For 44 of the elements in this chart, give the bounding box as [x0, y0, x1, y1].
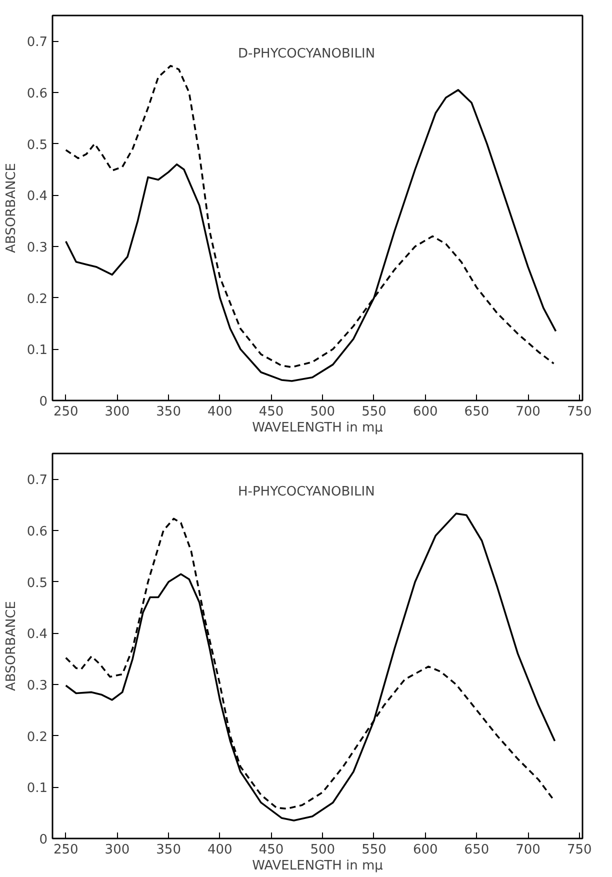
x-tick-label: 550 — [362, 404, 386, 420]
y-tick-label: 0.6 — [26, 524, 48, 540]
y-tick-label: 0.4 — [26, 189, 48, 204]
y-tick-label: 0.4 — [26, 627, 48, 642]
x-tick-label: 350 — [156, 842, 181, 858]
x-axis-title: WAVELENGTH in mμ — [252, 858, 383, 874]
y-tick-label: 0.3 — [26, 240, 48, 256]
x-tick-label: 250 — [53, 842, 78, 858]
y-tick-label: 0.1 — [26, 781, 48, 796]
y-tick-label: 0.5 — [26, 576, 48, 591]
x-tick-label: 350 — [156, 404, 181, 420]
y-tick-label: 0.5 — [26, 138, 48, 153]
y-tick-label: 0.2 — [26, 292, 48, 307]
x-tick-label: 450 — [258, 842, 284, 858]
x-tick-label: 650 — [464, 404, 490, 420]
y-tick-label: 0.7 — [26, 35, 48, 50]
x-tick-label: 750 — [567, 404, 592, 420]
y-tick-label: 0.3 — [26, 678, 48, 694]
y-tick-label: 0.1 — [26, 343, 48, 358]
y-tick-label: 0 — [39, 394, 48, 410]
y-tick-label: 0.7 — [26, 473, 48, 488]
x-tick-label: 400 — [208, 404, 232, 420]
x-tick-label: 600 — [412, 404, 438, 420]
x-tick-label: 400 — [208, 842, 232, 858]
x-tick-label: 450 — [258, 404, 284, 420]
y-tick-label: 0.6 — [26, 86, 48, 102]
text: D-PHYCOCYANOBILIN — [238, 46, 376, 62]
x-tick-label: 500 — [310, 404, 336, 420]
x-tick-label: 250 — [53, 404, 78, 420]
y-tick-label: 0.2 — [26, 730, 48, 745]
text: H-PHYCOCYANOBILIN — [238, 484, 375, 500]
x-tick-label: 700 — [516, 842, 540, 858]
y-tick-label: 0 — [39, 832, 48, 848]
x-tick-label: 600 — [412, 842, 438, 858]
x-tick-label: 700 — [516, 404, 540, 420]
x-tick-label: 650 — [464, 842, 490, 858]
y-axis-title: ABSORBANCE — [4, 163, 19, 253]
x-tick-label: 750 — [567, 842, 592, 858]
y-axis-title: ABSORBANCE — [4, 601, 19, 691]
x-axis-title: WAVELENGTH in mμ — [252, 420, 383, 436]
x-tick-label: 300 — [104, 842, 130, 858]
x-tick-label: 300 — [104, 404, 130, 420]
x-tick-label: 550 — [362, 842, 386, 858]
x-tick-label: 500 — [310, 842, 336, 858]
